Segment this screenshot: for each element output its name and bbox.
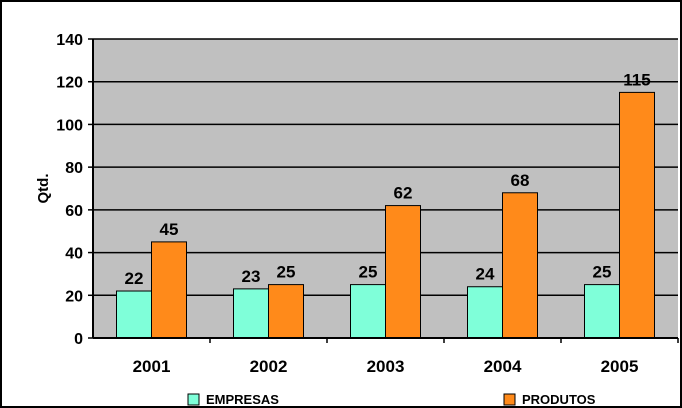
data-label: 24 bbox=[476, 265, 495, 284]
legend-swatch-empresas bbox=[187, 393, 200, 406]
bar-produtos-2001 bbox=[151, 241, 187, 339]
y-tick-label: 20 bbox=[65, 288, 83, 305]
data-label: 22 bbox=[125, 269, 144, 288]
bar-empresas-2003 bbox=[350, 284, 386, 339]
legend-swatch-produtos bbox=[503, 393, 516, 406]
data-label: 25 bbox=[359, 263, 378, 282]
bar-empresas-2001 bbox=[116, 290, 152, 339]
x-tick-label: 2005 bbox=[601, 357, 639, 376]
data-label: 25 bbox=[277, 263, 296, 282]
axes: 0 20 40 60 80 100 120 140 2001 2002 2003 2004 2005 bbox=[56, 32, 679, 376]
y-tick-label: 100 bbox=[56, 117, 83, 134]
bar-produtos-2004 bbox=[502, 192, 538, 339]
data-label: 25 bbox=[593, 263, 612, 282]
data-label: 115 bbox=[623, 70, 650, 89]
data-label: 68 bbox=[511, 171, 530, 190]
data-label: 45 bbox=[160, 220, 179, 239]
bar-produtos-2002 bbox=[268, 284, 304, 339]
y-tick-label: 120 bbox=[56, 75, 83, 92]
data-labels: 22 45 23 25 25 62 24 68 25 115 bbox=[125, 70, 651, 288]
y-tick-label: 80 bbox=[65, 160, 83, 177]
bar-empresas-2005 bbox=[584, 284, 620, 339]
y-tick-label: 60 bbox=[65, 203, 83, 220]
data-label: 23 bbox=[242, 267, 261, 286]
y-axis-title: Qtd. bbox=[35, 174, 52, 204]
y-tick-label: 140 bbox=[56, 32, 83, 49]
data-label: 62 bbox=[394, 184, 413, 203]
x-tick-label: 2001 bbox=[133, 357, 171, 376]
y-tick-label: 0 bbox=[74, 331, 83, 348]
bar-produtos-2005 bbox=[619, 91, 655, 339]
bar-produtos-2003 bbox=[385, 205, 421, 339]
x-tick-label: 2004 bbox=[484, 357, 522, 376]
bar-empresas-2002 bbox=[233, 288, 269, 339]
legend-label-empresas: EMPRESAS bbox=[206, 392, 279, 406]
x-tick-label: 2002 bbox=[250, 357, 288, 376]
y-tick-label: 40 bbox=[65, 246, 83, 263]
bar-empresas-2004 bbox=[467, 286, 503, 339]
legend: EMPRESAS PRODUTOS bbox=[187, 392, 596, 406]
x-tick-label: 2003 bbox=[367, 357, 405, 376]
legend-label-produtos: PRODUTOS bbox=[522, 392, 596, 406]
